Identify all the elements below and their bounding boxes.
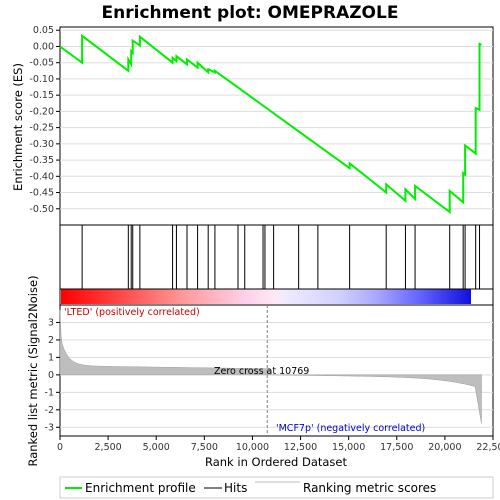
x-axis-label: Rank in Ordered Dataset [205,455,348,469]
es-y-tick-label: -0.10 [29,74,54,85]
legend-hits-label: Hits [224,481,247,495]
es-y-tick-label: 0.05 [33,25,54,36]
x-tick-label: 0 [57,442,63,453]
es-y-tick-label: -0.15 [29,90,54,101]
x-tick-label: 2,500 [95,442,122,453]
hits-panel [59,224,494,290]
es-y-tick-label: -0.45 [29,188,54,199]
x-tick-label: 10,000 [236,442,269,453]
chart-title: Enrichment plot: OMEPRAZOLE [102,3,399,23]
hits-panel-frame [59,224,494,290]
x-tick-label: 17,500 [380,442,413,453]
metric-y-tick-label: 2 [48,335,54,346]
es-y-tick-label: -0.35 [29,155,54,166]
es-y-tick-label: -0.30 [29,139,54,150]
x-axis: 0 2,500 5,000 7,500 10,000 12,500 15,000 17,500… [57,436,500,453]
es-y-tick-label: -0.40 [29,171,54,182]
legend-profile-label: Enrichment profile [85,481,196,495]
x-tick-label: 22,500 [476,442,500,453]
zero-cross-label: Zero cross at 10769 [214,366,309,377]
es-y-ticks: 0.05 0.00 -0.05 -0.10 -0.15 -0.20 -0.25 -0.30 -0… [29,25,60,215]
ranking-metric-area [59,309,482,424]
es-y-tick-label: -0.25 [29,123,54,134]
enrichment-profile-line [59,33,482,215]
metric-y-tick-label: -2 [45,405,54,416]
x-tick-label: 20,000 [428,442,461,453]
metric-y-tick-label: 0 [48,370,54,381]
metric-y-axis-label: Ranked list metric (Signal2Noise) [26,275,40,466]
negative-correlation-label: 'MCF7p' (negatively correlated) [276,423,425,434]
legend-frame [59,476,494,499]
metric-y-tick-label: 1 [48,352,54,363]
legend-metric-label: Ranking metric scores [303,481,436,495]
hit-markers [81,225,481,289]
es-y-tick-label: -0.50 [29,204,54,215]
metric-y-tick-label: -3 [45,422,54,433]
legend: Enrichment profile Hits Ranking metric s… [59,476,494,499]
metric-y-ticks: 3 2 1 0 -1 -2 -3 [45,317,60,433]
es-y-tick-label: -0.20 [29,106,54,117]
metric-panel: 3 2 1 0 -1 -2 -3 'LTED' (positively correlated… [45,304,494,437]
rank-heat-bar [61,289,471,304]
es-y-axis-label: Enrichment score (ES) [11,63,25,191]
x-tick-label: 15,000 [332,442,365,453]
metric-y-tick-label: 3 [48,317,54,328]
es-y-tick-label: -0.05 [29,58,54,69]
metric-y-tick-label: -1 [45,387,54,398]
x-tick-label: 7,500 [191,442,218,453]
x-tick-label: 5,000 [143,442,170,453]
positive-correlation-label: 'LTED' (positively correlated) [64,307,200,318]
es-y-tick-label: 0.00 [33,41,54,52]
x-tick-label: 12,500 [284,442,317,453]
es-panel: 0.05 0.00 -0.05 -0.10 -0.15 -0.20 -0.25 -0.30 -0… [29,25,494,226]
